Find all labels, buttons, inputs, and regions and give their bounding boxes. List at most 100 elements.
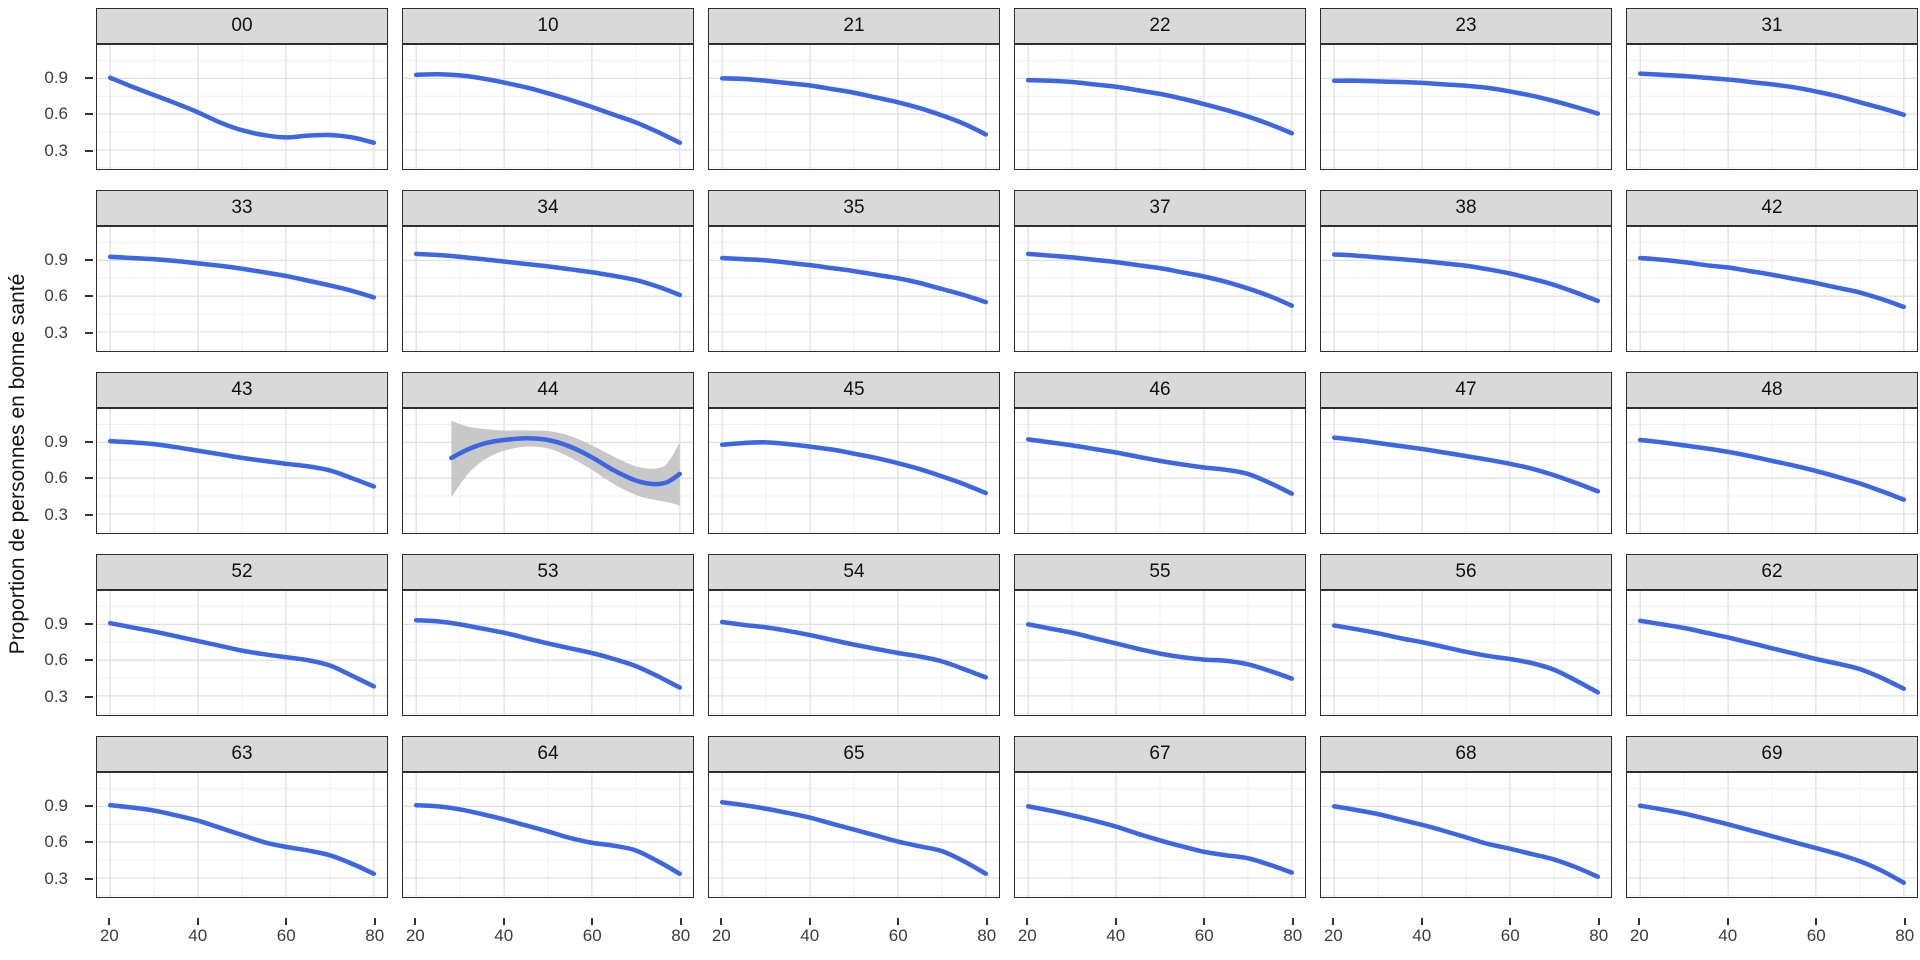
facet-strip-label: 62 xyxy=(1761,561,1783,582)
x-tick-label: 80 xyxy=(977,926,997,945)
facet-panel-plot xyxy=(1015,409,1305,533)
smooth-line xyxy=(413,617,683,690)
x-tick-label: 60 xyxy=(1500,926,1520,945)
y-tick-label: 0.6 xyxy=(44,104,68,124)
facet-strip: 00 xyxy=(96,8,388,44)
facet-strip-label: 44 xyxy=(537,379,559,400)
facet-strip: 10 xyxy=(402,8,694,44)
x-axis-labels: 20 40 60 80 xyxy=(708,918,1000,952)
x-tick-label: 40 xyxy=(1412,926,1432,945)
facet-panel-plot xyxy=(1321,45,1611,169)
y-tick-label: 0.3 xyxy=(44,504,68,524)
smooth-line xyxy=(1331,804,1601,879)
smooth-line xyxy=(1331,78,1601,116)
facet-strip-label: 34 xyxy=(537,197,559,218)
y-tick-mark xyxy=(85,622,93,625)
smooth-line xyxy=(1025,251,1295,308)
facet-strip: 54 xyxy=(708,554,1000,590)
facet-panel-plot xyxy=(97,227,387,351)
facet-panel-plot xyxy=(709,227,999,351)
x-tick-mark xyxy=(985,918,988,925)
facet-strip: 69 xyxy=(1626,736,1918,772)
facet-64: 64 xyxy=(402,736,694,898)
x-tick-label: 80 xyxy=(671,926,691,945)
smooth-line xyxy=(1025,804,1295,875)
smooth-line xyxy=(1331,623,1601,695)
facet-panel xyxy=(708,772,1000,898)
y-tick-mark xyxy=(85,331,93,334)
x-tick-label: 40 xyxy=(800,926,820,945)
confidence-ribbon xyxy=(451,420,680,506)
facet-46: 46 xyxy=(1014,372,1306,534)
facet-strip-label: 48 xyxy=(1761,379,1783,400)
facet-63: 63 xyxy=(96,736,388,898)
facet-strip-label: 21 xyxy=(843,15,865,36)
facet-panel-plot xyxy=(1015,773,1305,897)
facet-strip: 53 xyxy=(402,554,694,590)
facet-panel-plot xyxy=(1627,227,1917,351)
facet-panel xyxy=(96,408,388,534)
facet-panel xyxy=(708,226,1000,352)
axis-corner xyxy=(30,918,82,952)
facet-panel xyxy=(1014,772,1306,898)
x-tick-mark xyxy=(373,918,376,925)
facet-panel xyxy=(1626,590,1918,716)
x-tick-label: 80 xyxy=(1895,926,1915,945)
facet-panel-plot xyxy=(709,591,999,715)
x-tick-label: 20 xyxy=(405,926,425,945)
facet-strip-label: 10 xyxy=(537,15,559,36)
y-tick-label: 0.6 xyxy=(44,286,68,306)
smooth-line xyxy=(1331,435,1601,494)
facet-panel xyxy=(402,226,694,352)
x-tick-label: 40 xyxy=(1106,926,1126,945)
facet-panel xyxy=(1014,408,1306,534)
y-tick-label: 0.3 xyxy=(44,140,68,160)
facet-strip-label: 63 xyxy=(231,743,253,764)
y-tick-mark xyxy=(85,877,93,880)
facet-38: 38 xyxy=(1320,190,1612,352)
facet-panel-plot xyxy=(403,45,693,169)
y-tick-label: 0.9 xyxy=(44,249,68,269)
facet-strip-label: 46 xyxy=(1149,379,1171,400)
x-axis-labels: 20 40 60 80 xyxy=(1626,918,1918,952)
y-tick-mark xyxy=(85,695,93,698)
x-tick-mark xyxy=(285,918,288,925)
facet-strip: 34 xyxy=(402,190,694,226)
facet-65: 65 xyxy=(708,736,1000,898)
x-tick-mark xyxy=(1726,918,1729,925)
facet-panel xyxy=(1320,590,1612,716)
facet-44: 44 xyxy=(402,372,694,534)
facet-panel-plot xyxy=(709,773,999,897)
facet-strip: 37 xyxy=(1014,190,1306,226)
y-axis-labels: 0.9 0.6 0.3 xyxy=(30,8,93,170)
facet-34: 34 xyxy=(402,190,694,352)
facet-panel-plot xyxy=(709,45,999,169)
smooth-line xyxy=(1331,252,1601,304)
x-tick-mark xyxy=(1291,918,1294,925)
smooth-line xyxy=(107,254,377,300)
facet-panel-plot xyxy=(97,409,387,533)
facet-panel-plot xyxy=(97,45,387,169)
x-tick-mark xyxy=(591,918,594,925)
smooth-line xyxy=(413,251,683,298)
x-tick-label: 80 xyxy=(1283,926,1303,945)
smooth-line xyxy=(719,799,989,877)
facet-panel-plot xyxy=(403,773,693,897)
facet-48: 48 xyxy=(1626,372,1918,534)
facet-strip-label: 55 xyxy=(1149,561,1171,582)
smooth-line xyxy=(1025,437,1295,496)
smooth-line xyxy=(413,802,683,877)
facet-panel-plot xyxy=(97,591,387,715)
facet-37: 37 xyxy=(1014,190,1306,352)
facet-panel xyxy=(402,44,694,170)
facet-panel xyxy=(96,44,388,170)
facet-panel xyxy=(1014,590,1306,716)
y-tick-label: 0.3 xyxy=(44,868,68,888)
facet-strip-label: 47 xyxy=(1455,379,1477,400)
facet-47: 47 xyxy=(1320,372,1612,534)
facet-31: 31 xyxy=(1626,8,1918,170)
smooth-line xyxy=(719,76,989,137)
facet-strip: 68 xyxy=(1320,736,1612,772)
facet-panel xyxy=(1626,44,1918,170)
facet-strip-label: 45 xyxy=(843,379,865,400)
